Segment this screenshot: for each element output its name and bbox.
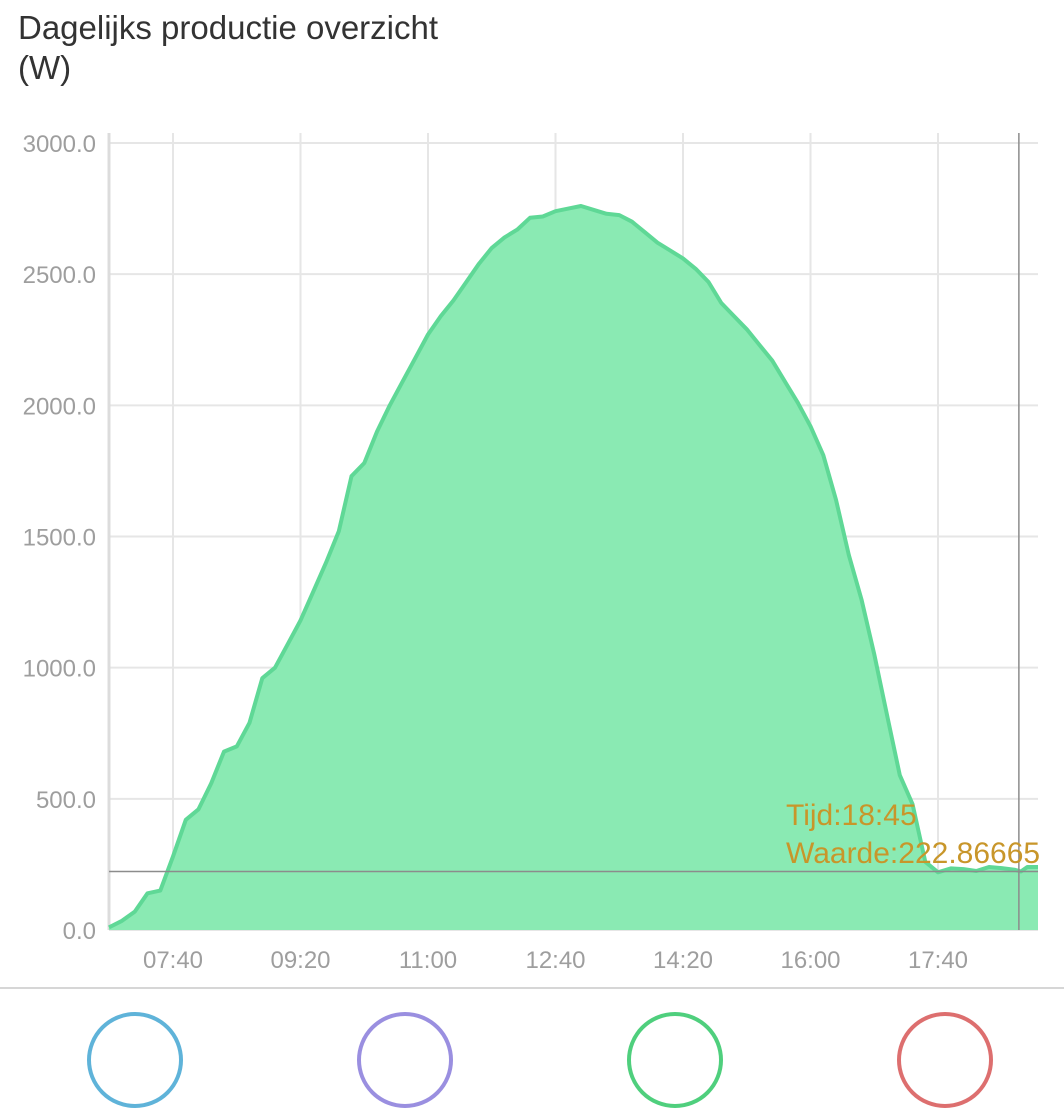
chart-title-line2: (W) (18, 49, 72, 86)
divider (0, 987, 1064, 989)
y-tick-label: 2500.0 (23, 262, 96, 289)
x-tick-label: 12:40 (525, 947, 585, 974)
y-tick-label: 1500.0 (23, 525, 96, 552)
chart-title-line1: Dagelijks productie overzicht (18, 9, 439, 46)
y-axis: 0.0 500.0 1000.0 1500.0 2000.0 2500.0 3000.0 (23, 131, 96, 945)
tooltip-value: Waarde:222.86665 (786, 837, 1040, 870)
x-tick-label: 09:20 (270, 947, 330, 974)
x-axis: 07:40 09:20 11:00 12:40 14:20 16:00 17:40 (143, 947, 968, 974)
circle-icon-purple[interactable] (357, 1012, 453, 1108)
x-tick-label: 16:00 (780, 947, 840, 974)
circle-icon-green[interactable] (627, 1012, 723, 1108)
production-area-fill (109, 206, 1038, 930)
production-area-chart[interactable]: 0.0 500.0 1000.0 1500.0 2000.0 2500.0 3000.0 0… (0, 0, 1064, 990)
circle-icon-red[interactable] (897, 1012, 993, 1108)
tooltip-time: Tijd:18:45 (786, 799, 917, 832)
y-tick-label: 1000.0 (23, 656, 96, 683)
x-tick-label: 11:00 (399, 947, 457, 974)
production-line (108, 204, 1038, 930)
chart-title: Dagelijks productie overzicht (W) (18, 8, 438, 88)
y-tick-label: 0.0 (63, 918, 96, 945)
y-tick-label: 500.0 (36, 787, 96, 814)
x-tick-label: 14:20 (653, 947, 713, 974)
x-tick-label: 07:40 (143, 947, 203, 974)
y-tick-label: 3000.0 (23, 131, 96, 158)
x-tick-label: 17:40 (908, 947, 968, 974)
y-tick-label: 2000.0 (23, 393, 96, 420)
circle-icon-blue[interactable] (87, 1012, 183, 1108)
